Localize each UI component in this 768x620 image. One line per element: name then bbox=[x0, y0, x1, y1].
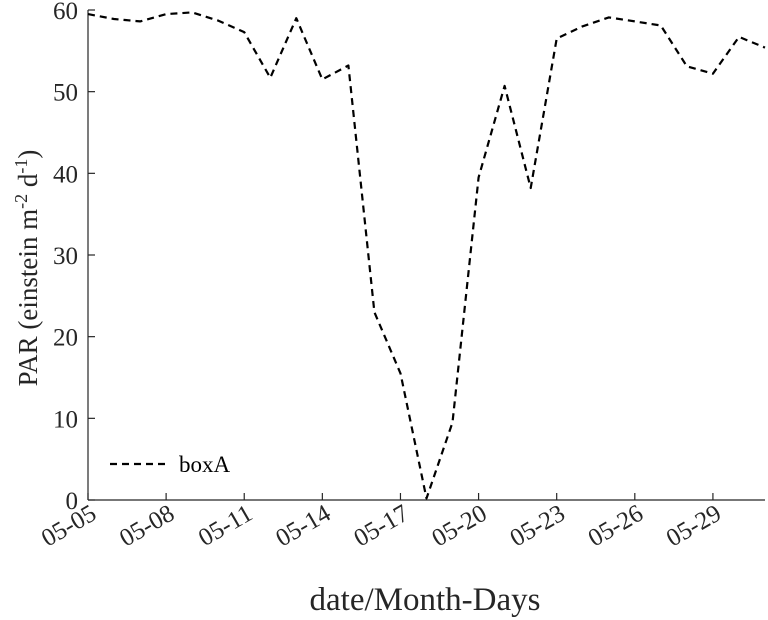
y-tick-label: 10 bbox=[53, 406, 78, 433]
series-line-boxA bbox=[87, 11, 766, 500]
y-tick-label: 30 bbox=[53, 243, 78, 270]
legend: boxA bbox=[110, 452, 231, 477]
x-tick-label: 05-11 bbox=[194, 500, 257, 552]
y-axis-ticks: 0 10 20 30 40 50 60 bbox=[53, 0, 95, 515]
y-axis-title: PAR (einstein m-2 d-1) bbox=[11, 150, 43, 387]
y-title-mid: d bbox=[13, 173, 43, 194]
y-tick-label: 60 bbox=[53, 0, 78, 25]
x-tick-label: 05-17 bbox=[349, 500, 413, 553]
y-tick-label: 0 bbox=[66, 488, 79, 515]
series-layer bbox=[87, 11, 766, 500]
x-tick-label: 05-14 bbox=[271, 500, 335, 553]
y-title-base: PAR (einstein m bbox=[13, 209, 43, 387]
y-tick-label: 20 bbox=[53, 325, 78, 352]
y-title-end: ) bbox=[13, 150, 43, 159]
x-tick-label: 05-08 bbox=[115, 500, 179, 553]
x-tick-label: 05-23 bbox=[506, 500, 570, 553]
x-tick-label: 05-26 bbox=[584, 500, 648, 553]
y-title-sup2: -1 bbox=[11, 159, 31, 174]
x-axis-ticks: 05-05 05-08 05-11 05-14 05-17 05-20 05-23 05-26… bbox=[37, 493, 726, 552]
y-tick-label: 40 bbox=[53, 161, 78, 188]
y-tick-label: 50 bbox=[53, 80, 78, 107]
x-tick-label: 05-29 bbox=[662, 500, 726, 553]
x-tick-label: 05-20 bbox=[428, 500, 492, 553]
x-axis-title: date/Month-Days bbox=[310, 582, 541, 618]
y-title-sup1: -2 bbox=[11, 194, 31, 209]
legend-label-boxA: boxA bbox=[179, 452, 231, 477]
